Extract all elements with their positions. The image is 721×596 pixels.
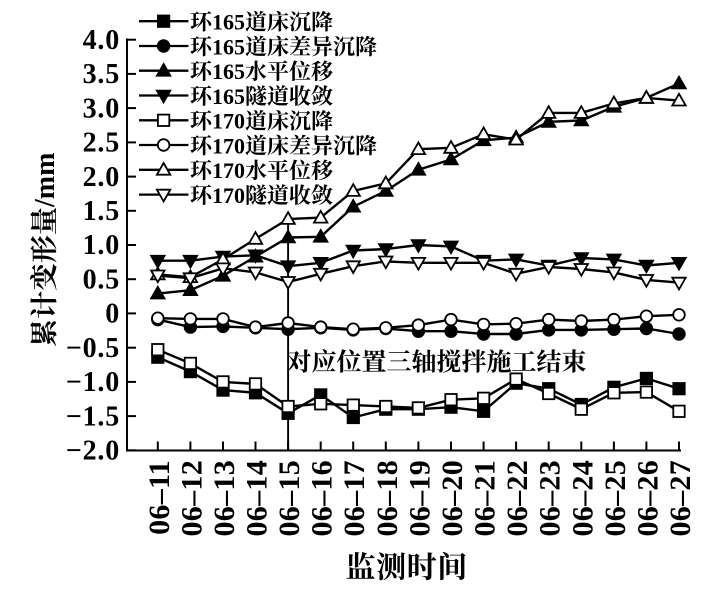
svg-text:06–23: 06–23 (534, 460, 567, 537)
svg-text:1.5: 1.5 (83, 196, 120, 227)
svg-text:06–24: 06–24 (566, 460, 599, 537)
svg-text:06–20: 06–20 (436, 460, 469, 537)
svg-text:06–19: 06–19 (403, 460, 436, 537)
svg-text:3.5: 3.5 (83, 59, 120, 90)
svg-text:170: 170 (212, 183, 245, 208)
svg-text:06–25: 06–25 (599, 460, 632, 537)
svg-text:170: 170 (212, 158, 245, 183)
svg-text:0.5: 0.5 (83, 264, 120, 295)
svg-text:165: 165 (212, 84, 245, 109)
svg-text:06–22: 06–22 (501, 460, 534, 537)
svg-text:06–27: 06–27 (664, 460, 697, 537)
svg-text:165: 165 (212, 34, 245, 59)
svg-text:06–15: 06–15 (273, 460, 306, 537)
svg-text:06–26: 06–26 (631, 460, 664, 537)
svg-text:170: 170 (212, 133, 245, 158)
svg-text:06–13: 06–13 (208, 460, 241, 537)
svg-text:/mm: /mm (30, 153, 61, 208)
svg-text:−2.0: −2.0 (66, 436, 120, 467)
svg-text:06–17: 06–17 (338, 460, 371, 537)
svg-text:2.0: 2.0 (83, 162, 120, 193)
svg-text:3.0: 3.0 (83, 93, 120, 124)
svg-text:1.0: 1.0 (83, 230, 120, 261)
svg-text:06–14: 06–14 (241, 460, 274, 537)
svg-text:−1.0: −1.0 (66, 367, 120, 398)
svg-text:06–16: 06–16 (306, 460, 339, 537)
svg-text:06–18: 06–18 (371, 460, 404, 537)
svg-text:165: 165 (212, 59, 245, 84)
svg-text:−0.5: −0.5 (66, 333, 120, 364)
svg-text:0: 0 (105, 299, 120, 330)
svg-text:06–11: 06–11 (143, 460, 176, 535)
svg-text:06–21: 06–21 (469, 460, 502, 537)
svg-text:06–12: 06–12 (175, 460, 208, 537)
svg-text:4.0: 4.0 (83, 25, 120, 56)
svg-text:−1.5: −1.5 (66, 401, 120, 432)
svg-text:2.5: 2.5 (83, 128, 120, 159)
svg-text:170: 170 (212, 109, 245, 134)
svg-text:165: 165 (212, 10, 245, 35)
